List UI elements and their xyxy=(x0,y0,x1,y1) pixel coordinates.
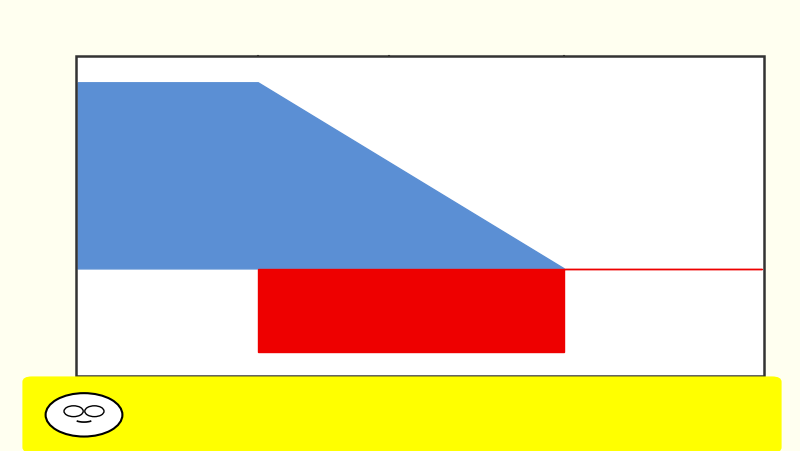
Text: 全壊: 全壊 xyxy=(154,115,180,134)
Text: 一部損壊: 一部損壊 xyxy=(639,115,690,134)
Text: 応急仮設住宅: 応急仮設住宅 xyxy=(142,151,206,169)
Text: 住宅の壊れ方によって、仮設住宅に入るか、応急修理を受: 住宅の壊れ方によって、仮設住宅に入るか、応急修理を受 xyxy=(156,396,406,411)
Text: 応急修理: 応急修理 xyxy=(390,302,433,320)
Text: 半壊: 半壊 xyxy=(399,84,424,104)
Text: 大規模半壊: 大規模半壊 xyxy=(297,153,350,171)
Text: けるかが変わります。: けるかが変わります。 xyxy=(156,419,252,434)
